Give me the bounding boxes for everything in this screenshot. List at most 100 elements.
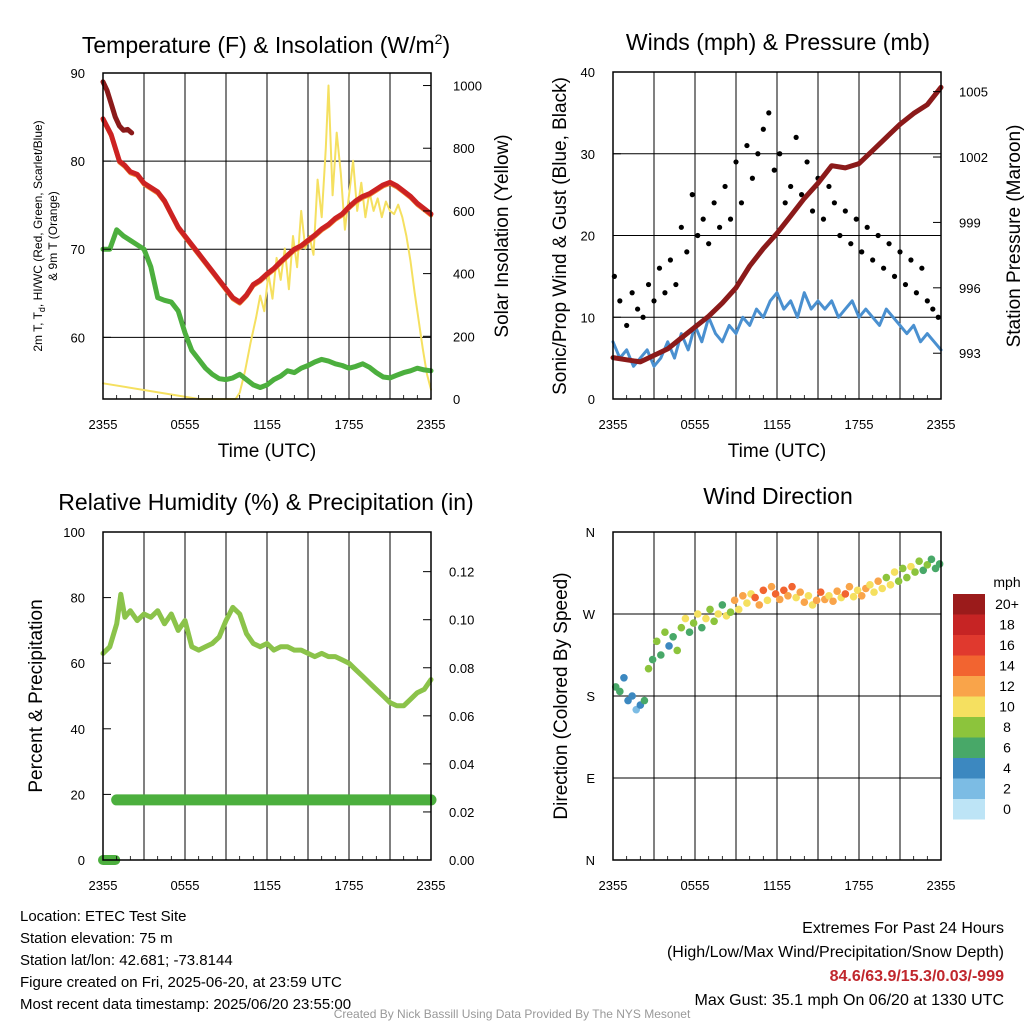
y2-tick-label: 1002 bbox=[959, 150, 988, 165]
gust-point bbox=[881, 265, 887, 271]
gust-point bbox=[662, 290, 668, 296]
direction-point bbox=[857, 591, 866, 600]
gust-point bbox=[902, 281, 909, 288]
direction-point bbox=[788, 582, 796, 591]
direction-point bbox=[866, 581, 874, 589]
humidity-ylabel: Percent & Precipitation bbox=[26, 599, 47, 792]
legend-swatch bbox=[953, 594, 985, 615]
humidity-panel: Relative Humidity (%) & Precipitation (i… bbox=[26, 489, 474, 893]
direction-point bbox=[726, 608, 735, 616]
direction-point bbox=[652, 637, 661, 646]
x-tick-label: 0555 bbox=[171, 417, 200, 432]
insolation-ylabel: Solar Insolation (Yellow) bbox=[492, 134, 513, 337]
gust-point bbox=[820, 216, 827, 222]
max-gust-text: Max Gust: 35.1 mph On 06/20 at 1330 UTC bbox=[694, 992, 1005, 1009]
extremes-subtitle: (High/Low/Max Wind/Precipitation/Snow De… bbox=[666, 944, 1004, 961]
gust-point bbox=[842, 208, 848, 214]
direction-point bbox=[730, 596, 739, 605]
x-tick-label: 1755 bbox=[845, 417, 874, 432]
gust-point bbox=[919, 265, 925, 271]
temperature-panel: Temperature (F) & Insolation (W/m2) 2355… bbox=[31, 31, 513, 462]
gust-point bbox=[777, 151, 783, 157]
direction-point bbox=[767, 582, 776, 591]
legend-label: 0 bbox=[1003, 801, 1011, 817]
x-tick-label: 0555 bbox=[171, 878, 200, 893]
x-tick-label: 2355 bbox=[599, 878, 628, 893]
gust-point bbox=[651, 298, 657, 304]
speed-legend: 20+ 18 16 14 12 10 8 6 4 2 0 bbox=[953, 594, 1019, 820]
y-tick-label: 10 bbox=[581, 310, 595, 325]
gust-point bbox=[760, 126, 766, 132]
direction-point bbox=[829, 597, 837, 606]
y-tick-label: 40 bbox=[581, 65, 595, 80]
y-tick-label: 80 bbox=[71, 591, 85, 606]
extremes-info: Extremes For Past 24 Hours (High/Low/Max… bbox=[667, 917, 1004, 1013]
gust-point bbox=[717, 224, 723, 230]
direction-point bbox=[718, 601, 727, 609]
y2-tick-label: 0.10 bbox=[449, 613, 474, 628]
gust-point bbox=[624, 322, 630, 329]
legend-label: 12 bbox=[999, 678, 1015, 694]
y-tick-label: 0 bbox=[78, 853, 85, 868]
legend-label: 2 bbox=[1003, 781, 1011, 797]
x-tick-label: 1155 bbox=[253, 878, 281, 893]
legend-swatch bbox=[953, 737, 985, 758]
y-tick-label: 80 bbox=[71, 154, 85, 169]
direction-point bbox=[898, 564, 907, 573]
gust-point bbox=[645, 281, 652, 288]
direction-point bbox=[870, 588, 878, 596]
direction-point bbox=[825, 591, 833, 600]
direction-point bbox=[620, 673, 628, 682]
y2-tick-label: 400 bbox=[453, 267, 475, 282]
direction-point bbox=[681, 614, 690, 623]
temperature-xlabel: Time (UTC) bbox=[218, 441, 317, 462]
pressure-ylabel: Station Pressure (Maroon) bbox=[1004, 125, 1024, 348]
temperature-ticks: 2355 0555 1155 1755 2355 60 70 80 90 0 200 400 600 80… bbox=[71, 66, 482, 432]
y2-tick-label: 0 bbox=[453, 392, 460, 407]
direction-point bbox=[800, 598, 809, 606]
direction-point bbox=[915, 557, 923, 565]
direction-point bbox=[763, 596, 772, 605]
credit-text: Created By Nick Bassill Using Data Provi… bbox=[333, 1007, 691, 1021]
x-tick-label: 2355 bbox=[417, 878, 446, 893]
y2-tick-label: 996 bbox=[959, 281, 981, 296]
direction-title: Wind Direction bbox=[703, 483, 853, 509]
direction-point bbox=[673, 646, 682, 655]
y2-tick-label: 600 bbox=[453, 204, 475, 219]
direction-point bbox=[882, 573, 891, 582]
legend-swatch bbox=[953, 696, 985, 717]
legend-label: 20+ bbox=[995, 596, 1019, 612]
direction-point bbox=[743, 599, 751, 607]
gust-point bbox=[853, 216, 859, 222]
legend-title: mph bbox=[993, 574, 1020, 590]
y-tick-label: 0 bbox=[588, 392, 595, 407]
gust-point bbox=[738, 200, 745, 206]
legend-swatch bbox=[953, 635, 985, 656]
gust-point bbox=[727, 216, 734, 222]
gust-point bbox=[782, 200, 788, 206]
x-tick-label: 1155 bbox=[763, 417, 791, 432]
direction-point bbox=[833, 587, 841, 596]
direction-point bbox=[907, 562, 915, 571]
gust-point bbox=[755, 151, 761, 157]
direction-point bbox=[878, 584, 887, 593]
y2-tick-label: 800 bbox=[453, 141, 475, 156]
direction-point bbox=[853, 586, 862, 595]
direction-point bbox=[710, 617, 718, 626]
direction-point bbox=[669, 632, 677, 641]
direction-point bbox=[935, 560, 944, 568]
direction-point bbox=[751, 593, 759, 602]
gust-point bbox=[749, 175, 756, 181]
legend-label: 10 bbox=[999, 699, 1015, 715]
y2-tick-label: 999 bbox=[959, 215, 981, 230]
y-tick-label: 90 bbox=[71, 66, 85, 81]
temperature-series bbox=[100, 79, 434, 400]
x-tick-label: 2355 bbox=[927, 417, 956, 432]
legend-swatch bbox=[953, 614, 985, 635]
gust-point bbox=[924, 298, 930, 304]
x-tick-label: 2355 bbox=[89, 417, 118, 432]
legend-label: 8 bbox=[1003, 719, 1011, 735]
gust-point bbox=[935, 314, 941, 320]
direction-point bbox=[685, 628, 694, 637]
legend-swatch bbox=[953, 758, 985, 779]
